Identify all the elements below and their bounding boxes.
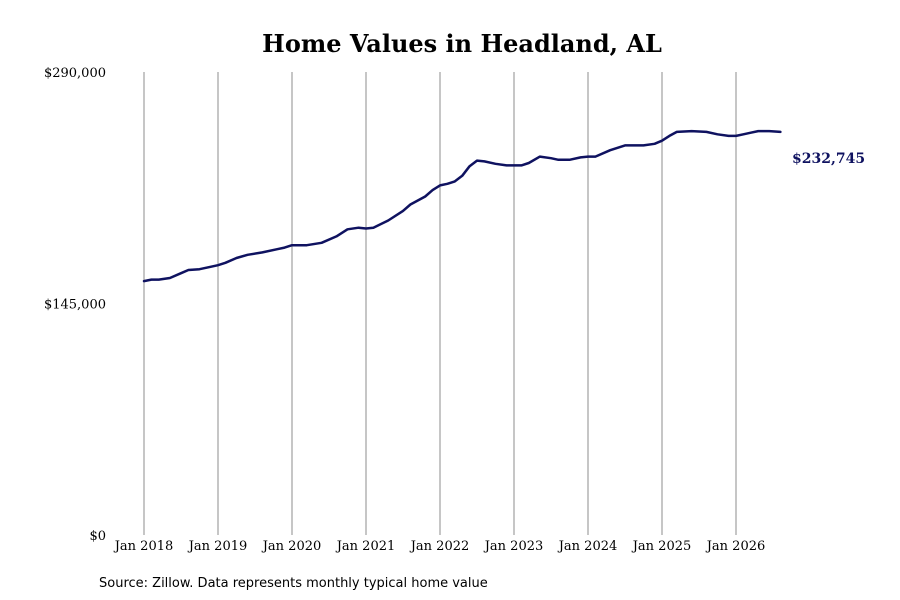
x-tick-label: Jan 2019: [187, 539, 248, 554]
x-tick-label: Jan 2021: [335, 539, 396, 554]
x-tick-label: Jan 2023: [483, 539, 544, 554]
x-axis-ticks: Jan 2018 Jan 2019 Jan 2020 Jan 2021 Jan 2022…: [113, 539, 766, 554]
latest-value-label: $232,745: [792, 151, 865, 167]
x-tick-label: Jan 2026: [705, 539, 766, 554]
x-tick-label: Jan 2024: [557, 539, 618, 554]
y-tick-label: $0: [89, 529, 106, 544]
x-tick-label: Jan 2022: [409, 539, 470, 554]
home-value-series-line: [142, 129, 782, 283]
y-axis-ticks: $0 $145,000 $290,000: [44, 66, 106, 544]
y-tick-label: $290,000: [44, 66, 106, 81]
x-tick-label: Jan 2025: [631, 539, 692, 554]
source-note: Source: Zillow. Data represents monthly …: [99, 576, 488, 591]
x-tick-label: Jan 2020: [261, 539, 322, 554]
chart-title: Home Values in Headland, AL: [262, 29, 662, 58]
grid-lines: [143, 72, 737, 535]
y-tick-label: $145,000: [44, 298, 106, 313]
x-tick-label: Jan 2018: [113, 539, 174, 554]
